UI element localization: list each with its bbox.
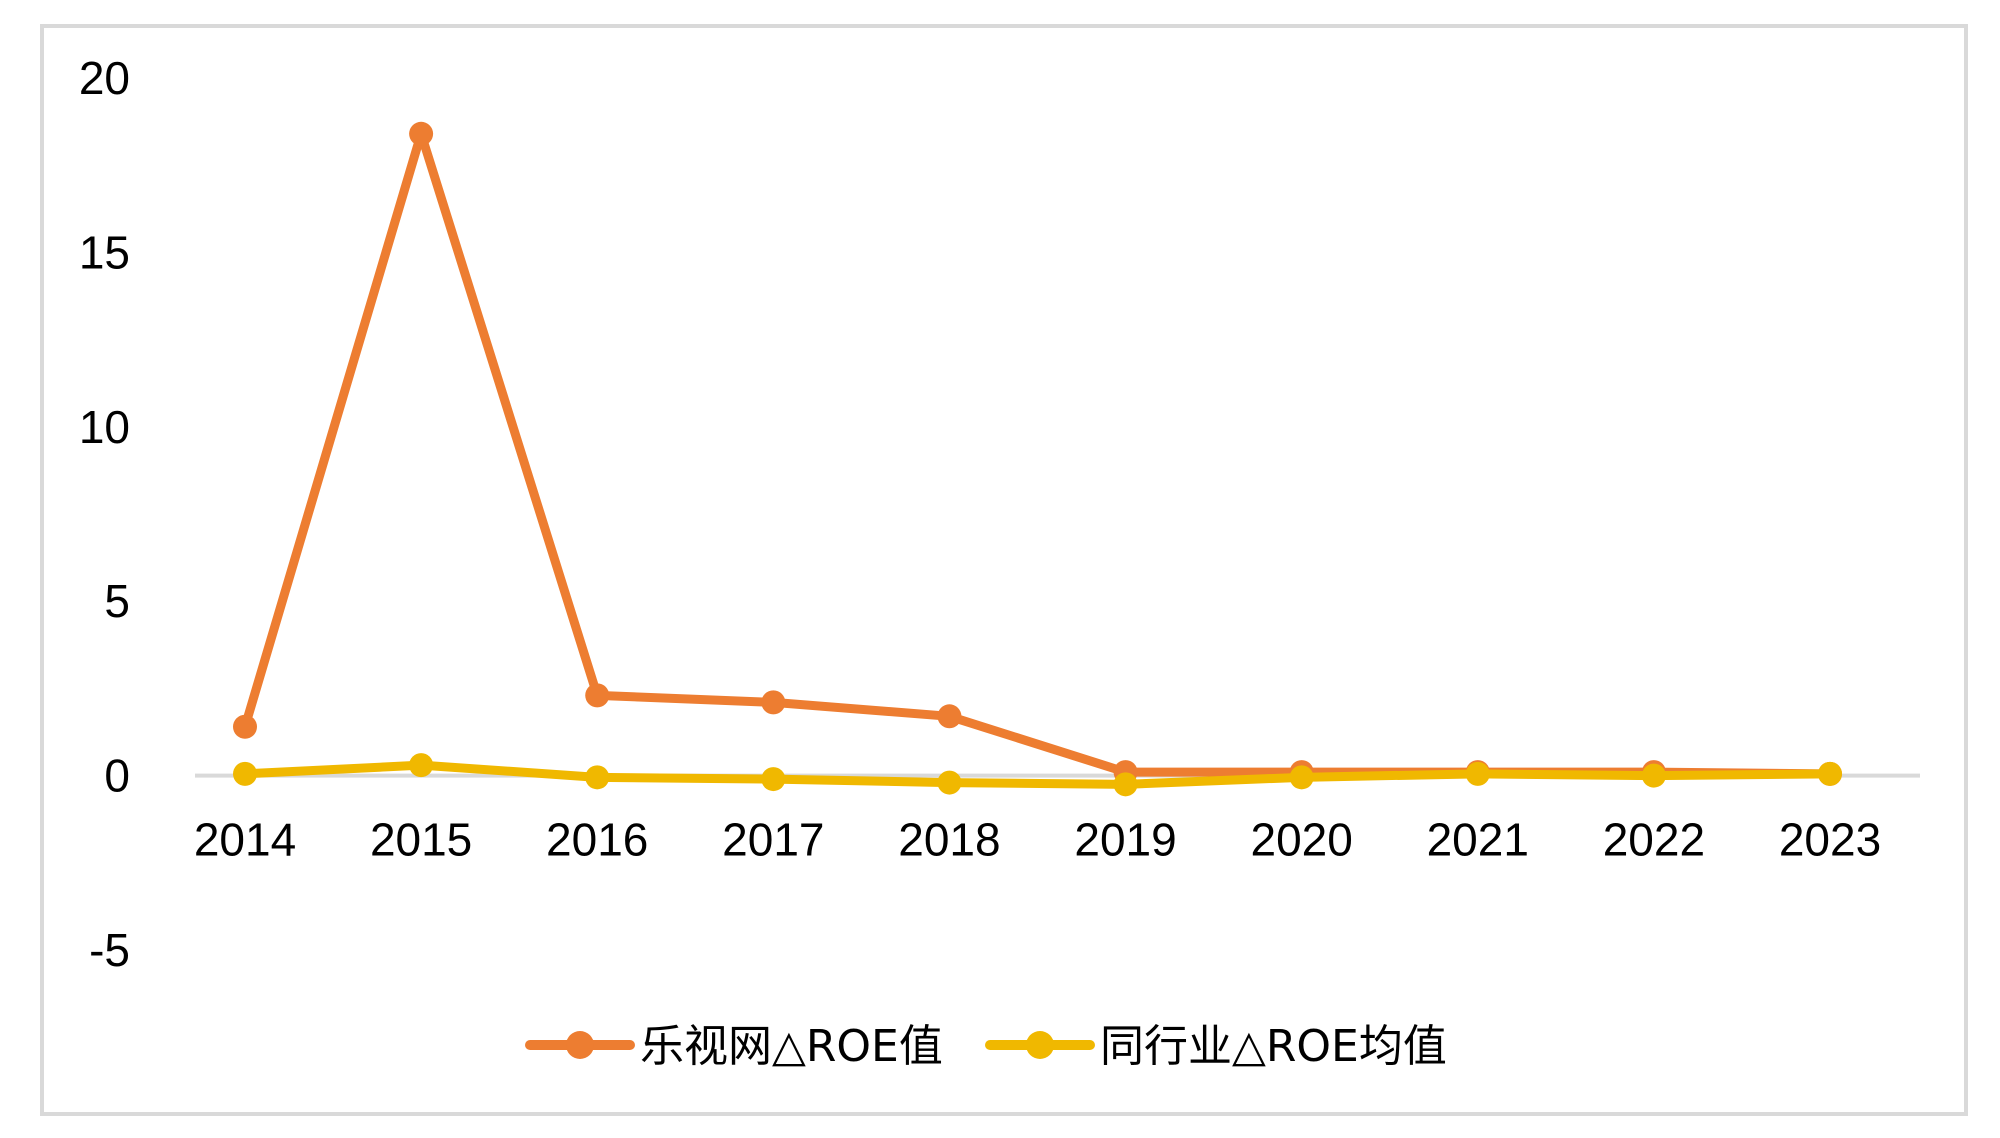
series-1 (233, 121, 1842, 786)
legend-entry-series-1: 乐视网△ROE值 (525, 1021, 943, 1072)
x-tick-label: 2014 (194, 814, 296, 866)
x-tick-label: 2022 (1603, 814, 1705, 866)
legend-marker-series-2 (1026, 1031, 1054, 1059)
y-tick-label: 10 (79, 401, 130, 453)
x-tick-label: 2017 (722, 814, 824, 866)
y-tick-label: 0 (104, 750, 130, 802)
x-tick-label: 2018 (898, 814, 1000, 866)
data-point-series-2 (937, 770, 962, 795)
x-tick-label: 2021 (1427, 814, 1529, 866)
y-tick-label: 20 (79, 52, 130, 104)
data-point-series-2 (1641, 763, 1666, 788)
y-tick-label: 15 (79, 226, 130, 278)
data-point-series-1 (585, 683, 610, 708)
data-point-series-2 (409, 753, 434, 778)
chart-frame (40, 24, 1968, 1116)
data-point-series-1 (409, 121, 434, 146)
legend-label-series-2: 同行业△ROE均值 (1100, 1021, 1447, 1072)
series-2 (233, 753, 1842, 797)
legend-marker-series-1 (566, 1031, 594, 1059)
legend-entry-series-2: 同行业△ROE均值 (985, 1021, 1447, 1072)
y-tick-label: -5 (89, 924, 130, 976)
series-layer (233, 121, 1842, 797)
y-axis-ticks: 20 15 10 5 0 -5 (79, 52, 130, 976)
data-point-series-2 (233, 761, 257, 786)
legend: 乐视网△ROE值 同行业△ROE均值 (525, 1021, 1447, 1072)
data-point-series-1 (761, 690, 786, 715)
data-point-series-2 (1289, 765, 1314, 790)
data-point-series-2 (1818, 761, 1842, 786)
data-point-series-2 (1113, 772, 1138, 797)
x-tick-label: 2015 (370, 814, 472, 866)
x-axis-ticks: 2014 2015 2016 2017 2018 2019 2020 2021 2022 2023 (194, 814, 1881, 866)
x-tick-label: 2016 (546, 814, 648, 866)
data-point-series-1 (937, 704, 962, 729)
data-point-series-2 (1465, 761, 1490, 786)
series-line-1 (240, 129, 1831, 779)
data-point-series-1 (233, 714, 257, 739)
series-line-2 (244, 760, 1831, 789)
legend-label-series-1: 乐视网△ROE值 (640, 1021, 943, 1072)
y-tick-label: 5 (104, 575, 130, 627)
data-point-series-2 (761, 767, 786, 792)
data-point-series-2 (585, 765, 610, 790)
x-tick-label: 2023 (1779, 814, 1881, 866)
x-tick-label: 2020 (1250, 814, 1352, 866)
x-tick-label: 2019 (1074, 814, 1176, 866)
